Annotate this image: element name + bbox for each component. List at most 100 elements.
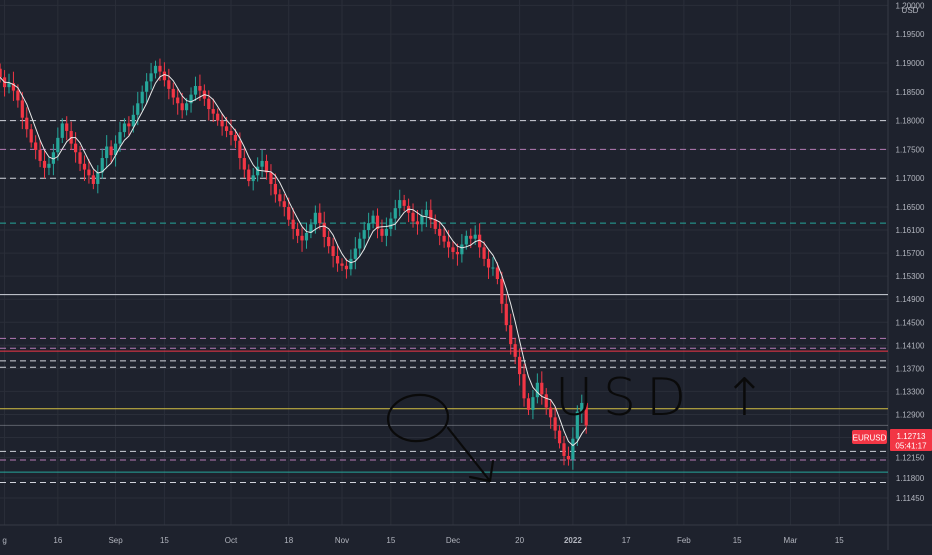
candle-body (389, 218, 393, 229)
candle-body (269, 172, 273, 184)
time-axis-label: Feb (677, 536, 691, 545)
candle-body (127, 123, 131, 127)
candle-body (393, 208, 397, 219)
candle-body (122, 123, 127, 133)
time-axis-label: 15 (733, 536, 742, 545)
candle-body (304, 232, 309, 241)
candle-body (478, 234, 482, 248)
price-axis-label: 1.14500 (896, 318, 925, 327)
candle-body (438, 228, 442, 236)
candle-body (415, 221, 420, 225)
candle-body (518, 356, 522, 375)
price-axis-label: 1.19000 (896, 59, 925, 68)
candle-body (464, 235, 468, 245)
candle-body (251, 175, 255, 182)
candle-body (331, 246, 335, 256)
candle-body (482, 247, 486, 259)
candle-body (562, 443, 566, 456)
price-axis-label: 1.16100 (896, 226, 925, 235)
time-axis-label: Oct (225, 536, 238, 545)
price-axis-label: 1.14100 (896, 341, 925, 350)
candle-body (486, 258, 491, 268)
price-axis-label: 1.11800 (896, 474, 925, 483)
candle-body (158, 65, 162, 72)
candle-body (535, 382, 539, 398)
candle-body (38, 149, 42, 161)
candle-body (278, 194, 282, 202)
candle-body (362, 230, 366, 239)
price-axis-label: 1.12900 (896, 410, 925, 419)
candle-body (460, 244, 464, 255)
candle-body (180, 103, 184, 111)
candle-body (216, 113, 220, 121)
candle-body (65, 123, 69, 131)
candle-body (153, 65, 158, 74)
price-axis[interactable]: 1.20000 1.19500 1.19000 1.18500 1.18000 1.175… (896, 1, 925, 503)
price-axis-label: 1.20000 (896, 1, 925, 10)
candle-body (420, 215, 424, 225)
candle-body (29, 129, 33, 143)
candle-body (566, 455, 571, 460)
candle-body (340, 263, 344, 266)
candle-body (522, 374, 526, 399)
price-tag-countdown: 05:41:17 (895, 442, 927, 451)
candle-body (20, 100, 24, 118)
price-tag-symbol-bg (852, 430, 887, 444)
candle-body (375, 215, 380, 229)
candle-body (113, 143, 118, 156)
candle-body (526, 398, 531, 410)
candle-body (220, 120, 224, 127)
candle-body (51, 152, 55, 164)
candle-body (167, 80, 171, 89)
price-tag-symbol: EURUSD (853, 434, 887, 443)
price-axis-label: 1.13700 (896, 364, 925, 373)
candle-body (145, 81, 149, 92)
candle-body (549, 407, 553, 418)
time-axis-label: 2022 (564, 536, 582, 545)
candle-body (513, 344, 517, 357)
time-axis-label: Mar (784, 536, 798, 545)
candle-body (7, 83, 11, 88)
time-axis-label: 15 (160, 536, 169, 545)
candle-body (544, 394, 548, 408)
candle-body (282, 201, 286, 208)
candle-body (371, 215, 375, 224)
candle-body (584, 402, 588, 426)
candle-body (185, 103, 189, 111)
time-axis[interactable]: g 16 Sep 15 Oct 18 Nov 15 Dec 20 2022 17 Feb 15 Mar 15 (2, 536, 844, 545)
candle-body (91, 175, 95, 184)
candle-body (358, 238, 362, 249)
candle-body (211, 109, 215, 114)
currency-text: USD (902, 6, 919, 15)
candle-body (313, 212, 317, 225)
candle-body (327, 236, 331, 247)
time-axis-label: 17 (622, 536, 631, 545)
candle-body (87, 169, 91, 176)
currency-label: USD (902, 6, 919, 15)
candle-body (47, 163, 51, 168)
candle-body (344, 265, 349, 270)
candle-body (473, 234, 477, 239)
drawn-arrow-down (446, 426, 495, 483)
price-tag-price: 1.12713 (897, 432, 926, 441)
time-axis-label: 15 (386, 536, 395, 545)
candle-body (380, 228, 384, 236)
price-axis-label: 1.13300 (896, 387, 925, 396)
time-axis-label: Dec (446, 536, 460, 545)
drawn-circle (386, 393, 450, 443)
candle-body (131, 114, 135, 127)
candle-body (296, 228, 300, 236)
candle-body (442, 235, 446, 242)
candle-body (504, 303, 508, 326)
candle-body (25, 117, 29, 130)
candle-body (82, 163, 87, 170)
candle-body (118, 132, 122, 144)
candle-body (171, 88, 175, 98)
candle-body (162, 71, 166, 81)
price-axis-label: 1.16500 (896, 203, 925, 212)
price-axis-label: 1.17500 (896, 145, 925, 154)
candle-body (229, 130, 233, 135)
